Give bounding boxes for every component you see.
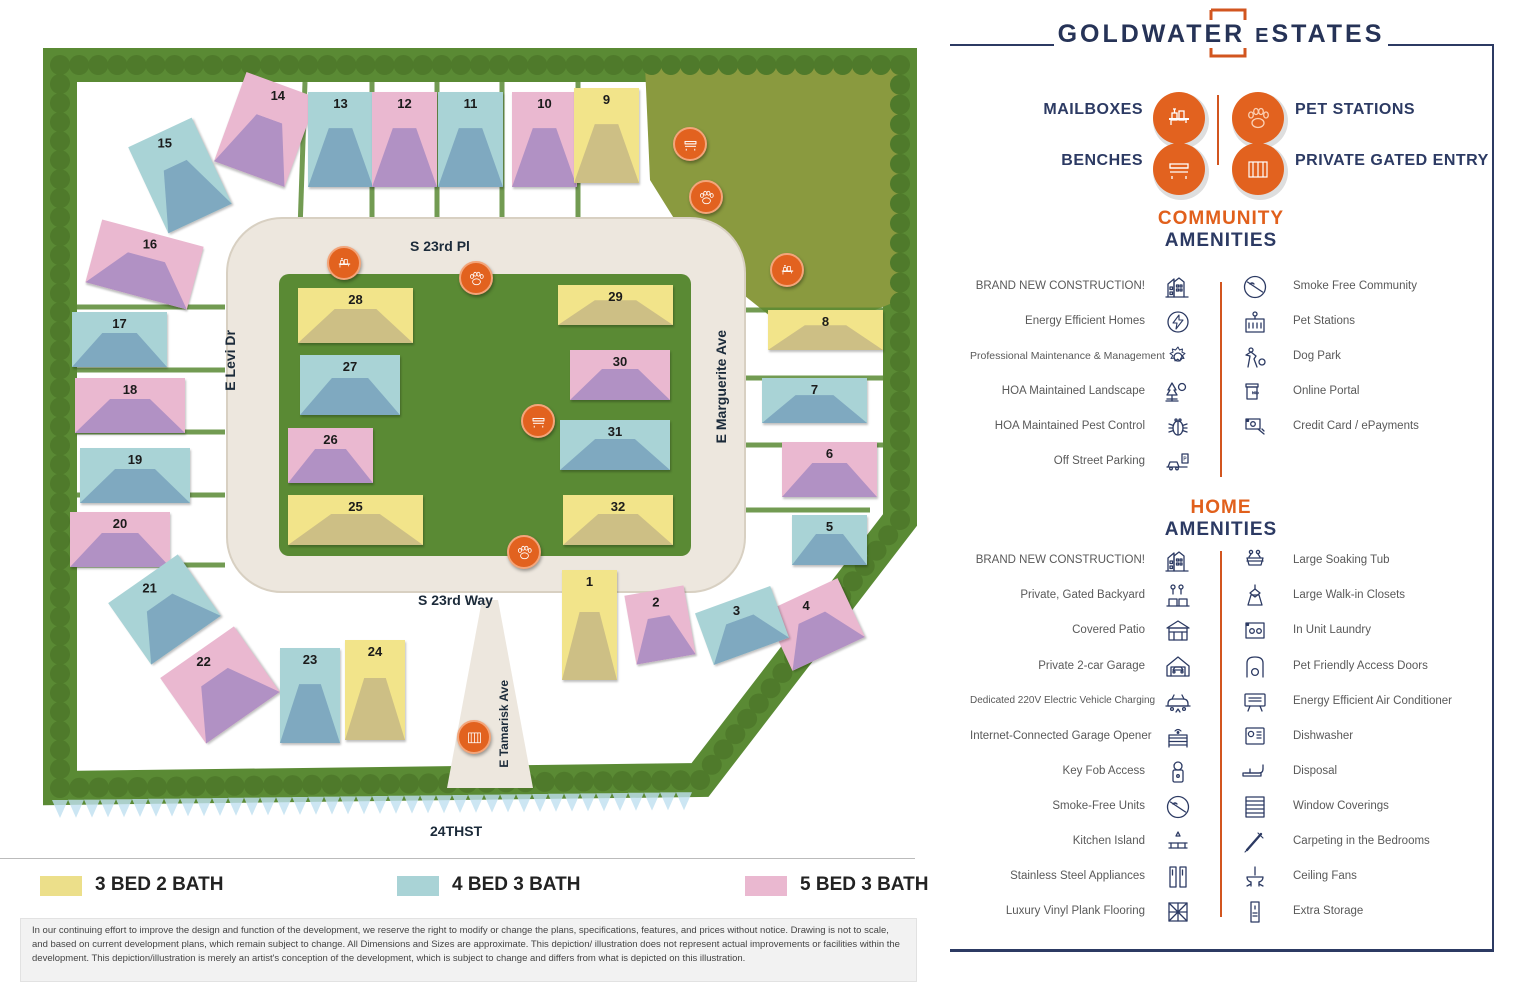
svg-text:http: http bbox=[1252, 390, 1259, 395]
svg-text:P: P bbox=[1183, 457, 1187, 463]
